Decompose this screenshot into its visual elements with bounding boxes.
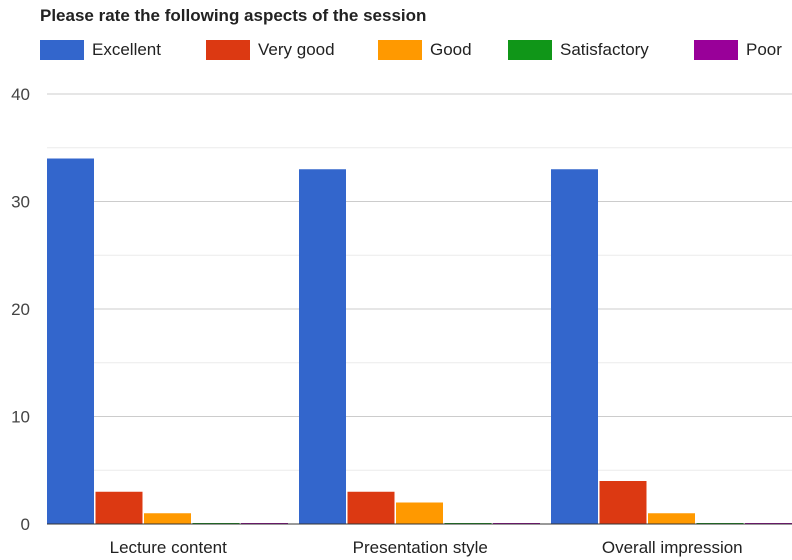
legend-swatch-good bbox=[378, 40, 422, 60]
bar-very-good bbox=[599, 481, 647, 524]
bar-very-good bbox=[95, 491, 143, 524]
legend-item-satisfactory[interactable]: Satisfactory bbox=[508, 38, 649, 62]
bar-good bbox=[396, 502, 443, 524]
legend-swatch-very-good bbox=[206, 40, 250, 60]
x-tick-label: Presentation style bbox=[353, 538, 488, 557]
bar-good bbox=[648, 513, 695, 524]
legend-item-very-good[interactable]: Very good bbox=[206, 38, 335, 62]
chart-title: Please rate the following aspects of the… bbox=[40, 6, 427, 25]
legend-item-poor[interactable]: Poor bbox=[694, 38, 782, 62]
x-tick-label: Lecture content bbox=[110, 538, 227, 557]
y-tick-label: 40 bbox=[11, 85, 30, 104]
bar-good bbox=[144, 513, 191, 524]
legend-item-excellent[interactable]: Excellent bbox=[40, 38, 161, 62]
x-tick-label: Overall impression bbox=[602, 538, 743, 557]
legend-swatch-satisfactory bbox=[508, 40, 552, 60]
legend-label-satisfactory: Satisfactory bbox=[560, 40, 649, 59]
legend-label-excellent: Excellent bbox=[92, 40, 161, 59]
y-tick-label: 20 bbox=[11, 300, 30, 319]
legend-swatch-poor bbox=[694, 40, 738, 60]
y-tick-label: 30 bbox=[11, 193, 30, 212]
legend-label-very-good: Very good bbox=[258, 40, 335, 59]
legend-swatch-excellent bbox=[40, 40, 84, 60]
bar-excellent bbox=[551, 169, 598, 524]
legend-label-poor: Poor bbox=[746, 40, 782, 59]
bar-excellent bbox=[299, 169, 346, 524]
y-tick-label: 0 bbox=[21, 515, 30, 534]
legend-item-good[interactable]: Good bbox=[378, 38, 472, 62]
y-tick-label: 10 bbox=[11, 408, 30, 427]
bar-very-good bbox=[347, 491, 395, 524]
legend-label-good: Good bbox=[430, 40, 472, 59]
bar-excellent bbox=[47, 158, 94, 524]
